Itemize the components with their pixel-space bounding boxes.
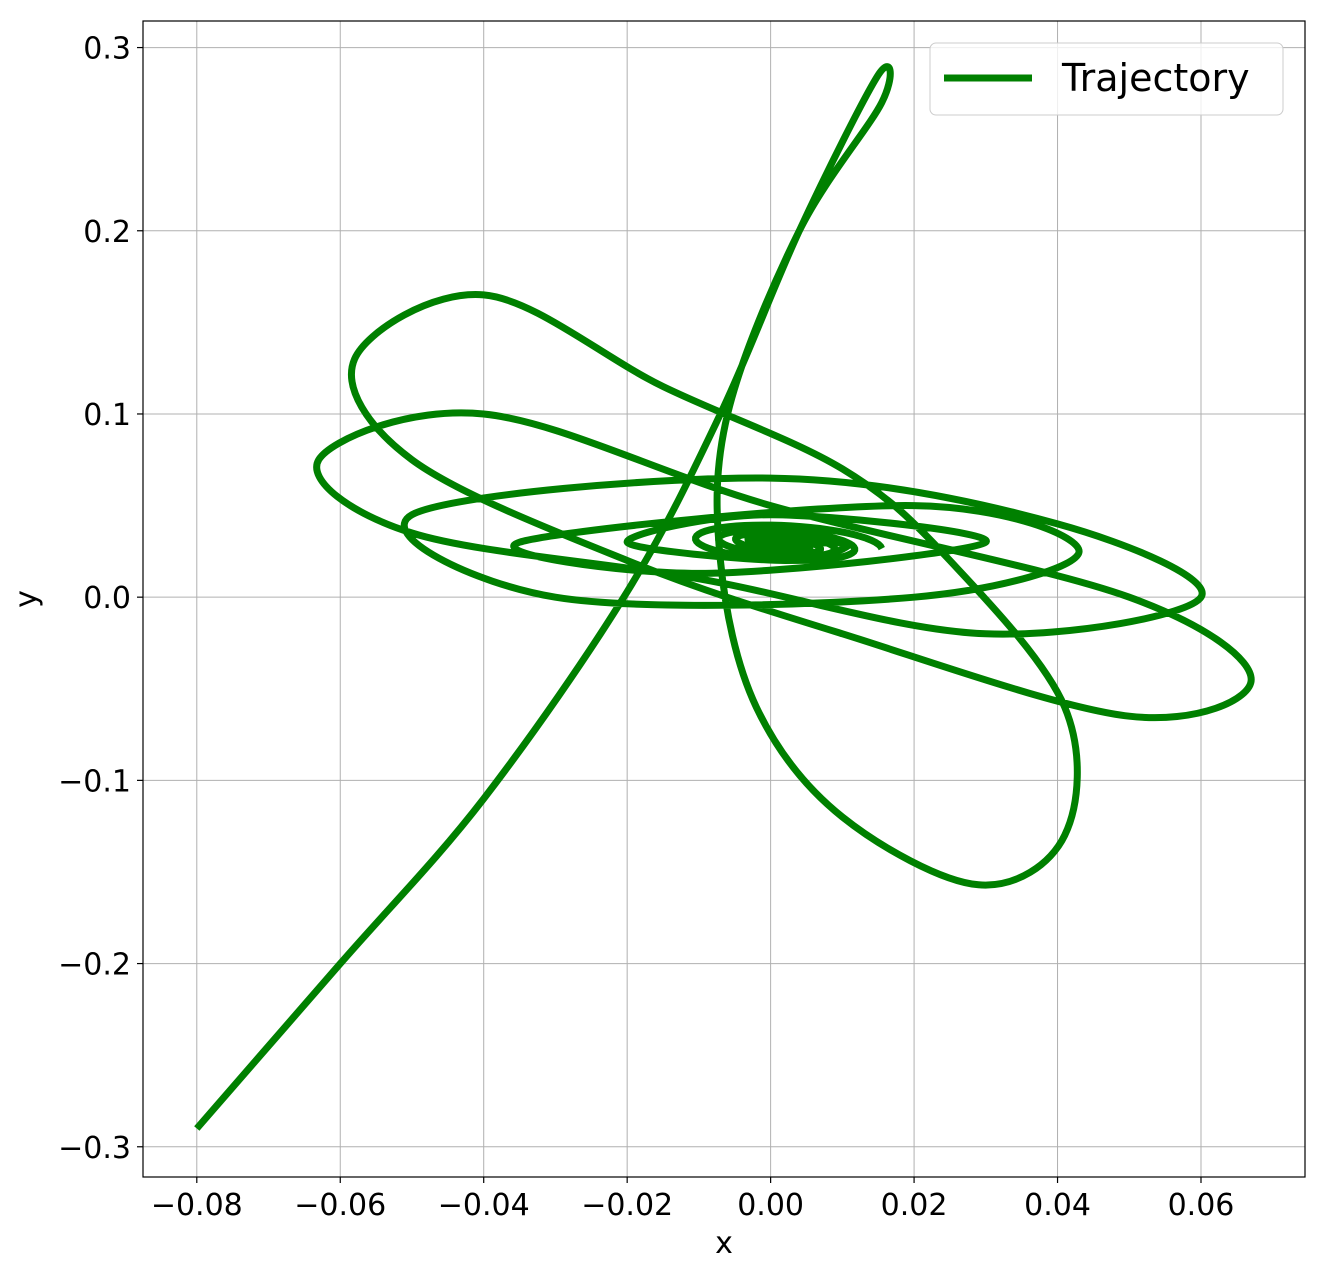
x-tick-label: −0.02 xyxy=(581,1188,673,1223)
x-axis-label: x xyxy=(715,1226,733,1261)
legend: Trajectory xyxy=(929,42,1284,116)
y-tick-label: 0.0 xyxy=(83,581,131,616)
y-axis-label: y xyxy=(9,590,44,608)
series-line-trajectory-core xyxy=(692,521,885,564)
x-tick-label: 0.06 xyxy=(1168,1188,1235,1223)
x-tick-label: 0.02 xyxy=(881,1188,948,1223)
x-tick-label: −0.04 xyxy=(438,1188,530,1223)
x-tick-label: 0.00 xyxy=(737,1188,804,1223)
x-tick-label: −0.08 xyxy=(151,1188,243,1223)
x-tick-label: −0.06 xyxy=(294,1188,386,1223)
series-line-trajectory xyxy=(194,63,1255,1131)
y-tick-label: −0.2 xyxy=(58,948,131,983)
y-tick-label: 0.3 xyxy=(83,32,131,67)
y-tick-label: 0.1 xyxy=(83,398,131,433)
y-tick-label: −0.3 xyxy=(58,1131,131,1166)
legend-box xyxy=(929,42,1284,116)
y-tick-label: −0.1 xyxy=(58,764,131,799)
legend-label-trajectory: Trajectory xyxy=(1061,56,1250,100)
plot-frame xyxy=(142,20,1306,1178)
x-tick-label: 0.04 xyxy=(1024,1188,1091,1223)
y-tick-label: 0.2 xyxy=(83,215,131,250)
axis-ticks: −0.08 −0.06 −0.04 −0.02 0.00 0.02 0.04 0.06 −0.3… xyxy=(58,32,1234,1223)
series-layer xyxy=(194,63,1255,1131)
